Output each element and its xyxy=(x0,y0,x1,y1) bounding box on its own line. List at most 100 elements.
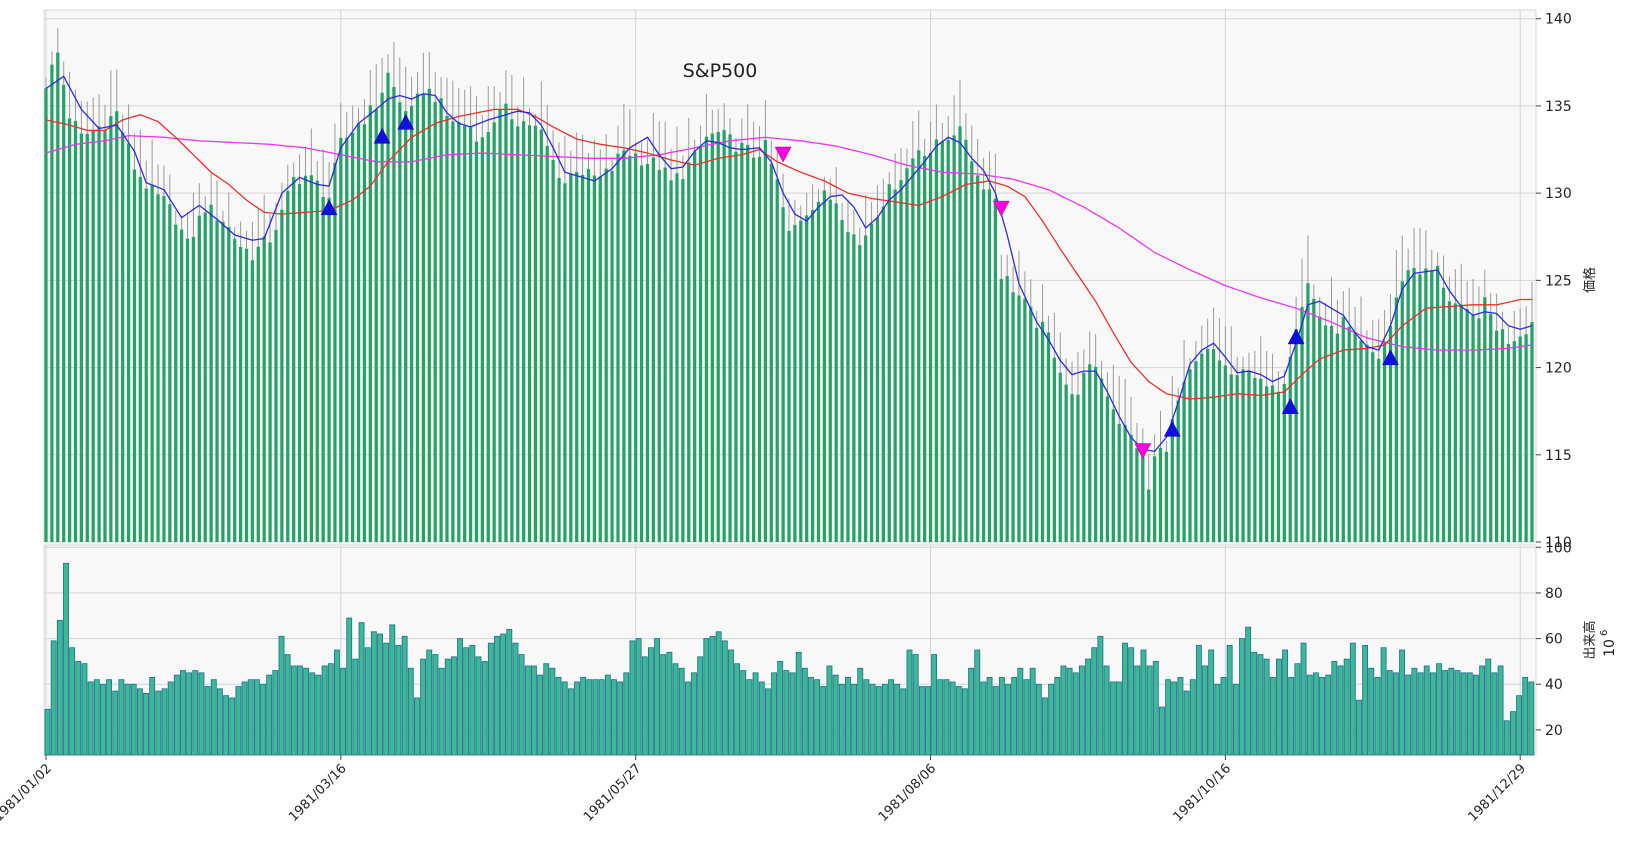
candle-body xyxy=(1070,394,1074,542)
volume-bar xyxy=(574,681,580,756)
volume-bar xyxy=(518,654,525,756)
x-tick-label: 1981/10/16 xyxy=(1171,761,1235,825)
candle-body xyxy=(527,125,532,542)
volume-bar xyxy=(1263,658,1270,756)
moving-averages xyxy=(45,75,1533,452)
candle-body xyxy=(1406,270,1410,542)
candle-body xyxy=(1282,383,1286,542)
volume-bar xyxy=(647,647,654,756)
candle-body xyxy=(598,176,602,542)
volume-bar xyxy=(155,690,162,756)
volume-bar xyxy=(524,665,531,756)
candle-body xyxy=(380,92,384,542)
candle-body xyxy=(875,217,880,542)
price-tick-label: 130 xyxy=(1545,186,1572,202)
candle-body xyxy=(433,102,437,542)
candle-body xyxy=(1371,352,1375,542)
volume-bar xyxy=(426,649,433,756)
candle-body xyxy=(392,87,396,542)
x-tick-label: 1981/05/27 xyxy=(581,761,645,825)
candle-body xyxy=(362,124,367,542)
candle-body xyxy=(545,145,549,542)
candle-body xyxy=(958,126,962,542)
candle-body xyxy=(386,72,390,543)
volume-bar xyxy=(1072,672,1079,756)
candle-body xyxy=(421,94,426,542)
candle-body xyxy=(734,151,738,542)
volume-bar xyxy=(216,688,223,756)
volume-bar xyxy=(1085,658,1091,756)
candle-body xyxy=(1377,358,1381,542)
candle-body xyxy=(309,175,313,543)
volume-axis-label: 出来高 xyxy=(1582,620,1598,659)
volume-bar xyxy=(1048,683,1055,756)
candle-body xyxy=(923,155,927,542)
volume-bar xyxy=(1294,663,1301,756)
candle-body xyxy=(1211,348,1216,542)
volume-bar xyxy=(167,681,174,756)
candle-body xyxy=(799,220,803,543)
candle-body xyxy=(1489,314,1493,542)
volume-bar xyxy=(1159,706,1165,756)
candle-body xyxy=(1235,375,1239,542)
volume-bar xyxy=(1497,665,1504,756)
candle-body xyxy=(592,175,597,542)
candle-body xyxy=(810,210,815,542)
candle-body xyxy=(486,132,490,542)
candle-body xyxy=(374,109,378,542)
volume-bar xyxy=(93,679,100,756)
candle-body xyxy=(321,196,325,542)
buy-signal-marker xyxy=(373,127,391,144)
volume-bar xyxy=(617,681,624,756)
candle-body xyxy=(409,106,414,542)
volume-bar xyxy=(888,679,894,756)
volume-bar xyxy=(549,667,556,756)
volume-bar xyxy=(315,674,322,756)
volume-bar xyxy=(1269,676,1276,756)
candle-body xyxy=(940,141,944,543)
price-tick-label: 120 xyxy=(1545,361,1572,377)
candle-body xyxy=(445,115,449,542)
volume-bar xyxy=(247,679,254,756)
buy-signal-marker xyxy=(1281,398,1299,414)
volume-bar xyxy=(63,562,69,756)
volume-bar xyxy=(395,645,402,756)
candle-body xyxy=(356,123,361,542)
volume-bar xyxy=(555,676,562,756)
volume-bar xyxy=(370,631,377,756)
volume-bar xyxy=(87,681,94,756)
volume-bar xyxy=(444,658,451,756)
candle-body xyxy=(1453,303,1457,542)
candle-body xyxy=(651,157,655,543)
candle-body xyxy=(185,238,190,543)
volume-bar xyxy=(1214,683,1221,756)
volume-bar xyxy=(358,622,365,756)
volume-bar xyxy=(611,679,617,756)
volume-bar xyxy=(801,667,808,756)
candle-body xyxy=(427,88,431,542)
candle-body xyxy=(952,135,956,542)
candle-body xyxy=(976,175,980,542)
volume-bar xyxy=(1140,649,1147,756)
volume-bar xyxy=(1429,672,1436,756)
volume-bar xyxy=(1312,672,1319,756)
candle-body xyxy=(934,139,939,542)
candle-body xyxy=(1506,344,1511,542)
candle-body xyxy=(457,121,461,543)
volume-bar xyxy=(1509,711,1516,756)
volume-bar xyxy=(684,681,691,756)
volume-bar xyxy=(734,663,741,756)
volume-bar xyxy=(469,645,476,756)
candle-body xyxy=(1424,268,1428,542)
volume-bar xyxy=(377,633,383,756)
volume-bar xyxy=(1097,635,1104,756)
candle-body xyxy=(645,164,650,542)
volume-bar xyxy=(1208,649,1215,756)
volume-bar xyxy=(1220,676,1227,756)
candle-body xyxy=(250,260,255,542)
candle-body xyxy=(451,121,455,542)
candle-body xyxy=(1465,308,1469,542)
candle-body xyxy=(946,139,950,543)
candle-body xyxy=(911,158,915,543)
